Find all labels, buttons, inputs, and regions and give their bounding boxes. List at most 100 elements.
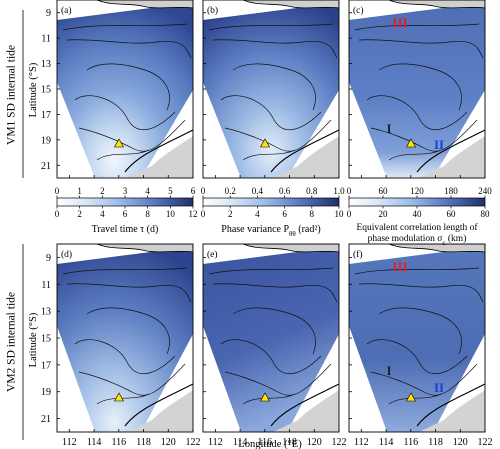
y-tick-label: 13 xyxy=(41,307,51,318)
panel-content xyxy=(203,244,339,432)
y-tick-label: 13 xyxy=(41,59,51,70)
contour-line xyxy=(78,119,186,152)
colorbar-top-tick-label: 1.0 xyxy=(333,186,345,196)
colorbar-bottom-tick-label: 4 xyxy=(255,209,260,219)
coastline xyxy=(270,383,339,427)
colorbar-top-tick-label: 3 xyxy=(123,186,128,196)
colorbar-bottom-tick-label: 0 xyxy=(201,209,206,219)
coastline xyxy=(416,129,485,173)
contour-line xyxy=(86,307,170,355)
region-label-II: II xyxy=(434,380,444,395)
colorbar-label: Travel time τ (d) xyxy=(92,224,159,235)
panel-content xyxy=(349,0,485,178)
colorbar-label: Phase variance Pθθ (rad²) xyxy=(221,224,320,238)
colorbar-top-tick-label: 6 xyxy=(191,186,196,196)
contour-line xyxy=(378,63,462,111)
contour-line xyxy=(354,23,480,31)
x-tick-label: 120 xyxy=(161,437,176,448)
contour-line xyxy=(86,63,170,111)
contour-line xyxy=(208,267,334,275)
colorbar-bottom-tick-label: 6 xyxy=(282,209,287,219)
land-north xyxy=(242,0,339,9)
x-tick-label: 118 xyxy=(282,437,297,448)
station-marker xyxy=(113,392,125,402)
row-label: VM2 SD internal tide xyxy=(6,292,18,392)
y-tick-label: 11 xyxy=(41,34,51,45)
panel-content xyxy=(349,244,485,432)
data-field xyxy=(57,248,193,432)
y-tick-label: 19 xyxy=(41,135,51,146)
contour-line xyxy=(388,149,442,161)
colorbar-label: Equivalent correlation length of xyxy=(356,222,478,233)
colorbar-top-tick-label: 120 xyxy=(410,186,424,196)
y-tick-label: 15 xyxy=(41,85,51,96)
contour-line xyxy=(212,39,338,59)
contour-line xyxy=(358,39,484,59)
contour-line xyxy=(220,95,322,131)
x-tick-label: 122 xyxy=(186,437,201,448)
x-tick-label: 118 xyxy=(428,437,443,448)
colorbar-bottom-tick-label: 12 xyxy=(189,209,198,219)
contour-line xyxy=(96,149,150,161)
x-tick-label: 114 xyxy=(379,437,394,448)
contour-line xyxy=(358,283,484,303)
y-tick-label: 9 xyxy=(46,8,51,19)
colorbar-bottom-tick-label: 6 xyxy=(123,209,128,219)
station-marker xyxy=(259,138,271,148)
colorbar-top-tick-label: 60 xyxy=(379,186,389,196)
y-axis-title: Latitude (°S) xyxy=(28,62,39,117)
contour-line xyxy=(232,307,316,355)
contour-line xyxy=(74,95,176,131)
y-tick-label: 19 xyxy=(41,387,51,398)
contour-line xyxy=(62,23,188,31)
panel-label: (d) xyxy=(61,249,72,260)
x-axis-title: Longitude (°E) xyxy=(238,439,302,449)
x-tick-label: 120 xyxy=(453,437,468,448)
contour-line xyxy=(62,267,188,275)
map-panel: (b) xyxy=(202,0,340,179)
y-tick-label: 9 xyxy=(46,253,51,264)
x-tick-label: 118 xyxy=(136,437,151,448)
x-tick-label: 116 xyxy=(257,437,272,448)
colorbar-bottom-tick-label: 20 xyxy=(379,209,389,219)
land-north xyxy=(96,244,193,253)
colorbar-top-tick-label: 240 xyxy=(478,186,492,196)
coastline xyxy=(124,129,193,173)
data-field xyxy=(203,248,339,432)
contour-line xyxy=(66,39,192,59)
contour-line xyxy=(366,339,468,375)
colorbar xyxy=(348,197,486,207)
panel-content xyxy=(203,0,339,178)
colorbar-top-tick-label: 5 xyxy=(168,186,173,196)
colorbar-bottom-tick-label: 4 xyxy=(100,209,105,219)
contour-line xyxy=(208,23,334,31)
colorbar-bottom-tick-label: 10 xyxy=(335,209,345,219)
x-tick-label: 122 xyxy=(478,437,493,448)
coastline xyxy=(124,383,193,427)
x-tick-label: 120 xyxy=(307,437,322,448)
x-tick-label: 112 xyxy=(62,437,77,448)
panel-label: (c) xyxy=(353,5,364,16)
colorbar-bottom-tick-label: 2 xyxy=(228,209,233,219)
row-label: VM1 SD internal tide xyxy=(6,45,18,145)
map-panel: (d) xyxy=(56,243,194,433)
contour-line xyxy=(224,119,332,152)
station-marker xyxy=(405,392,417,402)
land-north xyxy=(242,244,339,253)
colorbar-top-tick-label: 0 xyxy=(201,186,206,196)
panel-label: (a) xyxy=(61,5,72,16)
x-tick-label: 114 xyxy=(87,437,102,448)
contour-line xyxy=(366,95,468,131)
map-panel: (a) xyxy=(56,0,194,179)
colorbar-top-tick-label: 0.6 xyxy=(279,186,291,196)
x-tick-label: 122 xyxy=(332,437,347,448)
coastline xyxy=(416,383,485,427)
contour-line xyxy=(370,119,478,152)
region-label-II: II xyxy=(434,137,444,152)
station-marker xyxy=(405,138,417,148)
colorbar-top-tick-label: 0.4 xyxy=(252,186,264,196)
data-field xyxy=(57,4,193,178)
land-south xyxy=(419,136,485,178)
